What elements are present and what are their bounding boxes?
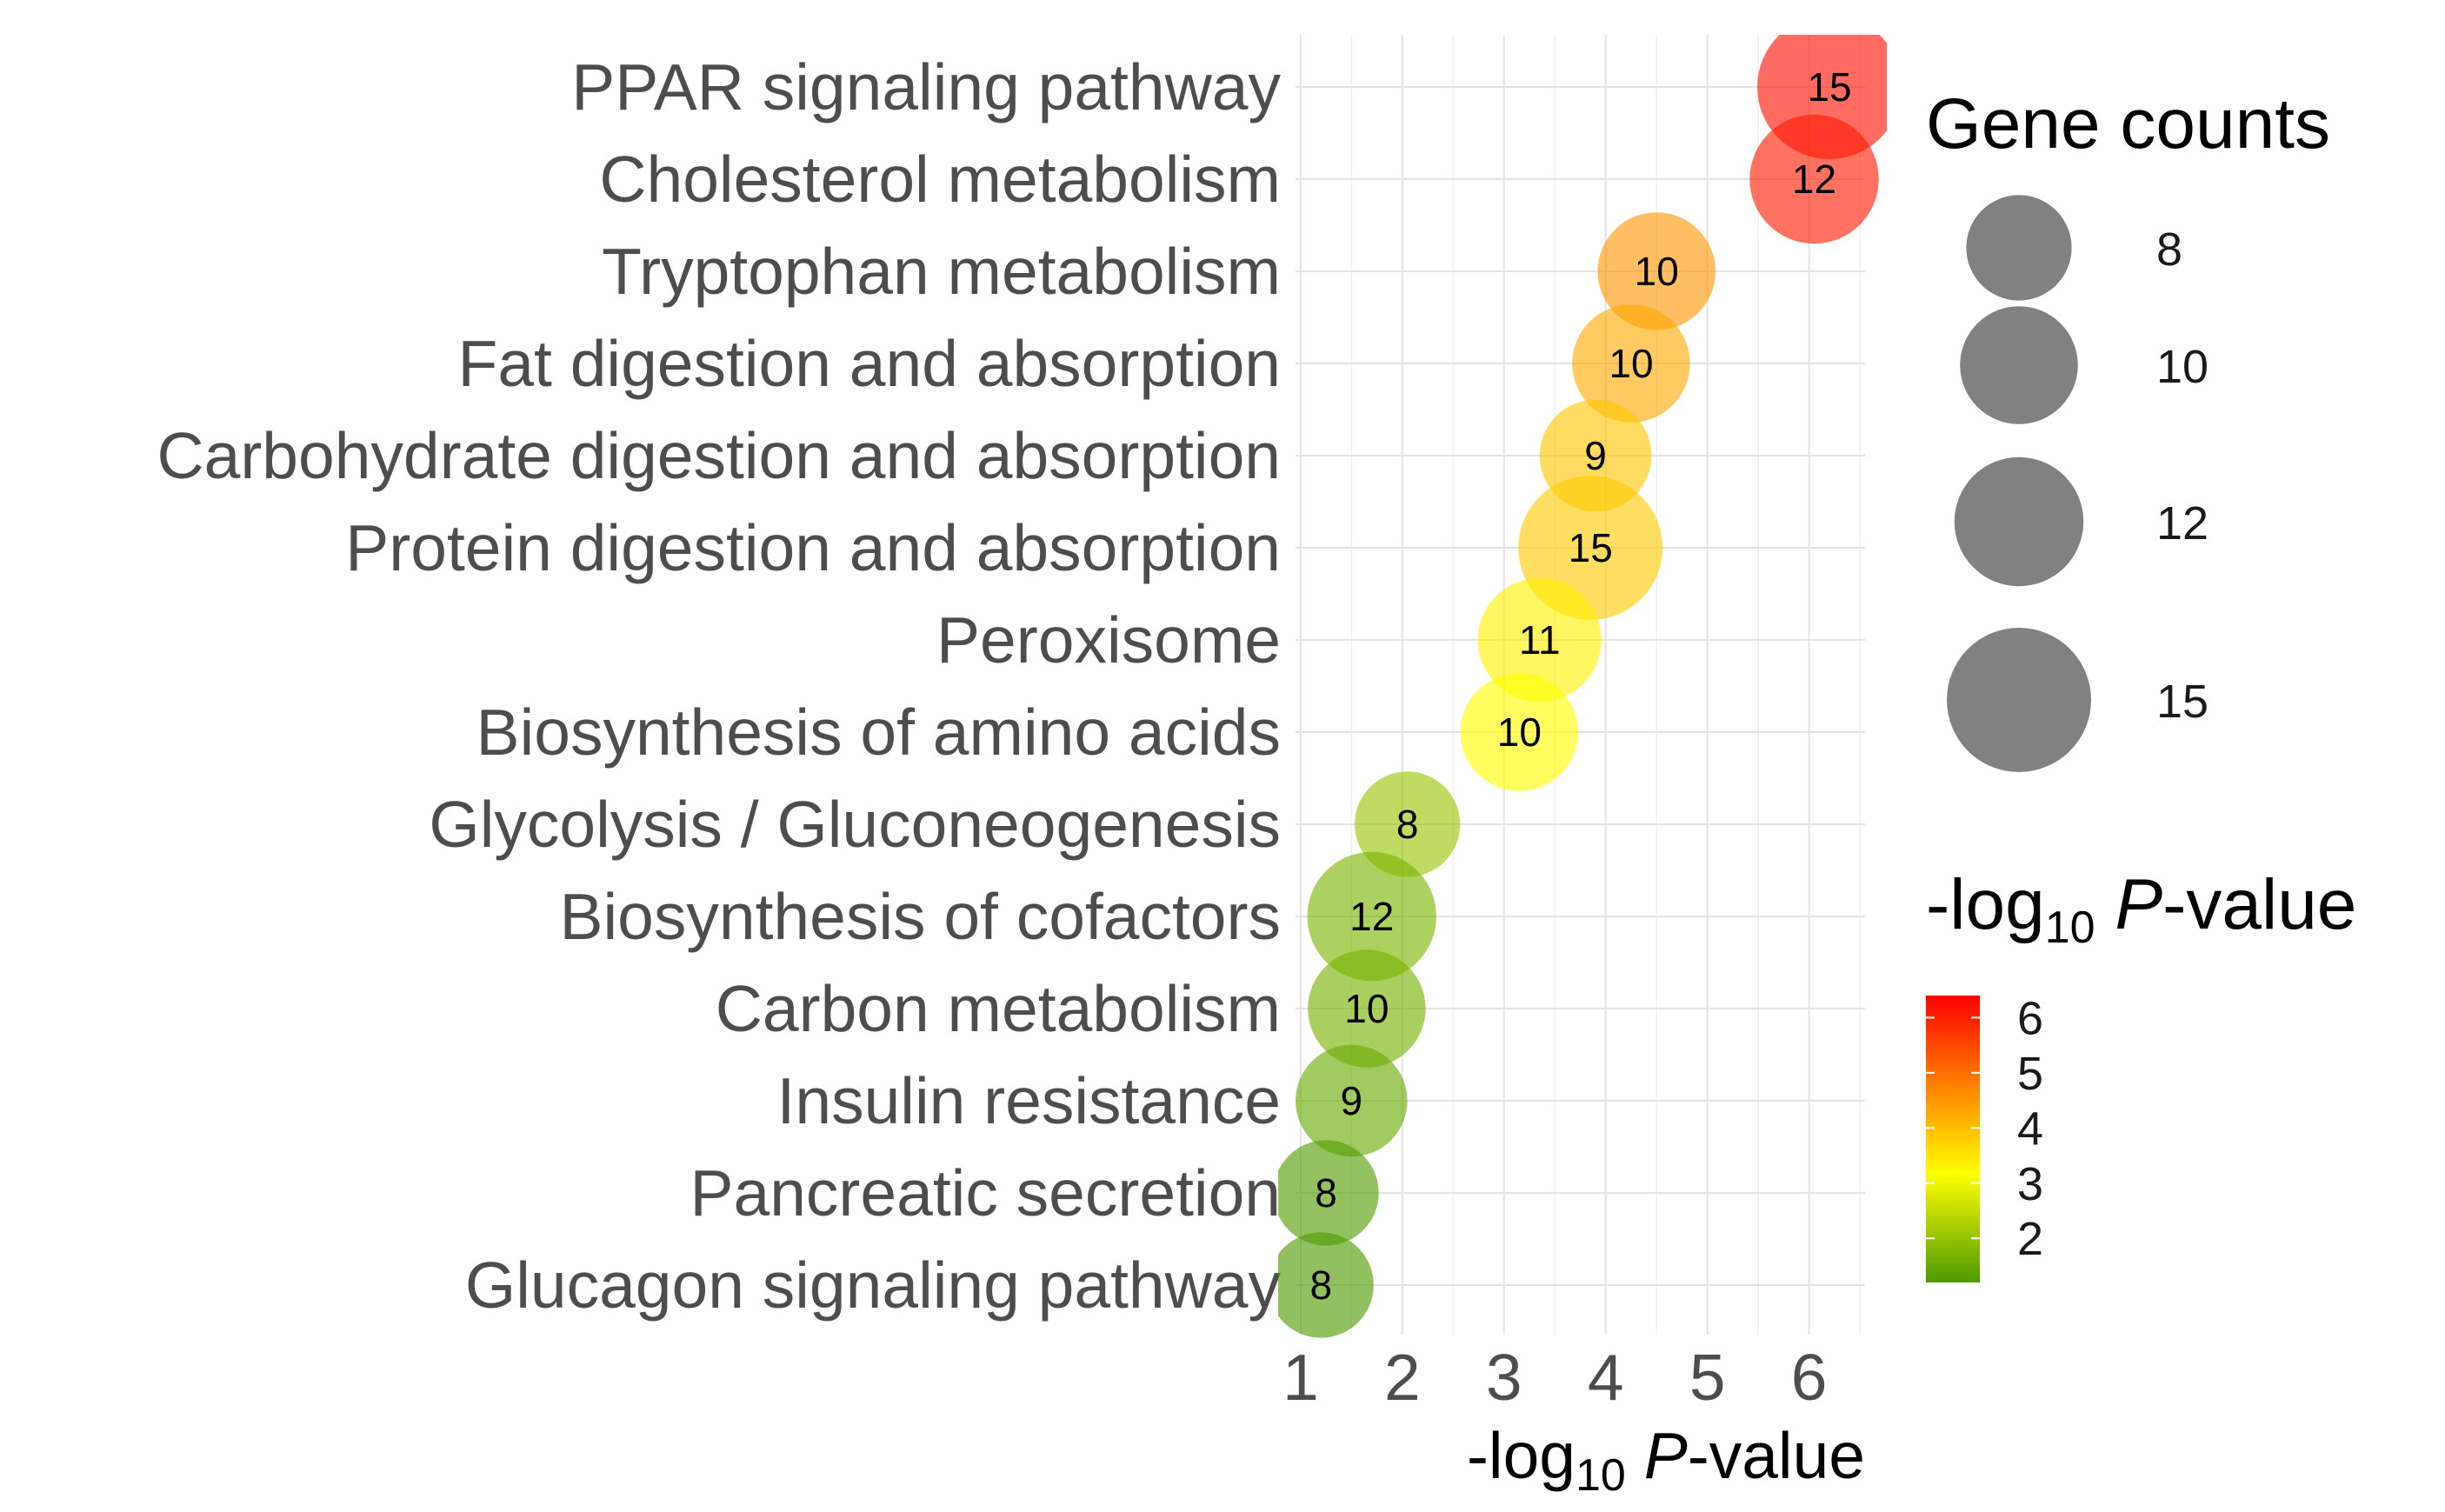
y-axis-labels: PPAR signaling pathway Cholesterol metabo… — [157, 50, 1281, 1322]
bubble-series: 15 12 10 10 9 15 11 10 8 12 10 9 8 8 — [1278, 35, 1887, 1338]
bubble-count-label: 12 — [1349, 894, 1394, 939]
y-tick-label: Peroxisome — [936, 603, 1281, 676]
bubble-count-label: 10 — [1635, 249, 1679, 294]
y-tick-label: Protein digestion and absorption — [345, 511, 1281, 584]
size-legend-label: 12 — [2156, 497, 2208, 550]
bubble-count-label: 9 — [1341, 1078, 1363, 1123]
bubble-point — [1307, 851, 1436, 982]
bubble-count-label: 10 — [1497, 709, 1542, 755]
bubble-point — [1278, 1232, 1374, 1338]
x-tick-label: 5 — [1689, 1341, 1726, 1414]
bubble-count-label: 8 — [1396, 802, 1419, 847]
x-axis-title: -log10 P-value — [1467, 1419, 1865, 1501]
size-legend-key — [1947, 628, 2091, 772]
x-tick-label: 3 — [1486, 1341, 1522, 1414]
y-tick-label: Pancreatic secretion — [690, 1156, 1281, 1229]
y-tick-label: PPAR signaling pathway — [571, 50, 1281, 123]
color-legend-title: -log10 P-value — [1926, 865, 2356, 953]
color-legend-label: 6 — [2017, 992, 2043, 1044]
bubble-count-label: 10 — [1609, 341, 1653, 386]
y-tick-label: Biosynthesis of amino acids — [476, 696, 1281, 769]
y-tick-label: Glucagon signaling pathway — [465, 1249, 1282, 1322]
bubble-count-label: 8 — [1315, 1170, 1337, 1216]
bubble-count-label: 15 — [1569, 525, 1613, 570]
size-legend-title: Gene counts — [1926, 84, 2330, 163]
bubble-point — [1460, 673, 1579, 791]
color-legend-label: 5 — [2017, 1048, 2043, 1100]
y-tick-label: Cholesterol metabolism — [599, 143, 1281, 216]
x-tick-label: 4 — [1588, 1341, 1624, 1414]
bubble-point — [1355, 771, 1461, 877]
bubble-count-label: 11 — [1519, 617, 1561, 663]
color-legend-label: 4 — [2017, 1102, 2043, 1155]
size-legend-key — [1960, 306, 2078, 424]
bubble-count-label: 10 — [1344, 986, 1389, 1031]
size-legend-label: 15 — [2156, 676, 2208, 728]
color-bar — [1926, 996, 1980, 1282]
bubble-count-label: 15 — [1807, 64, 1851, 110]
bubble-point — [1278, 1140, 1379, 1246]
bubble-point — [1477, 577, 1602, 703]
y-tick-label: Carbohydrate digestion and absorption — [157, 419, 1281, 492]
y-tick-label: Carbon metabolism — [716, 972, 1281, 1045]
size-legend: 8 10 12 15 — [1947, 195, 2208, 772]
color-legend-label: 2 — [2017, 1213, 2043, 1265]
bubble-point — [1296, 1044, 1408, 1157]
size-legend-key — [1954, 456, 2084, 587]
y-tick-label: Glycolysis / Gluconeogenesis — [429, 788, 1281, 861]
x-tick-label: 1 — [1282, 1341, 1319, 1414]
size-legend-label: 10 — [2156, 341, 2208, 393]
y-tick-label: Biosynthesis of cofactors — [559, 880, 1281, 953]
size-legend-key — [1966, 195, 2072, 301]
bubble-point — [1597, 212, 1715, 330]
bubble-point — [1749, 114, 1879, 244]
color-legend-label: 3 — [2017, 1158, 2043, 1210]
y-tick-label: Fat digestion and absorption — [458, 327, 1281, 400]
x-tick-label: 6 — [1791, 1341, 1828, 1414]
x-tick-label: 2 — [1384, 1341, 1421, 1414]
bubble-point — [1308, 949, 1426, 1068]
y-tick-label: Tryptophan metabolism — [602, 235, 1281, 308]
y-tick-label: Insulin resistance — [777, 1064, 1281, 1137]
bubble-count-label: 9 — [1584, 433, 1607, 478]
size-legend-label: 8 — [2156, 223, 2182, 276]
bubble-count-label: 8 — [1309, 1262, 1332, 1308]
bubble-point — [1572, 304, 1690, 423]
bubble-count-label: 12 — [1792, 157, 1836, 202]
